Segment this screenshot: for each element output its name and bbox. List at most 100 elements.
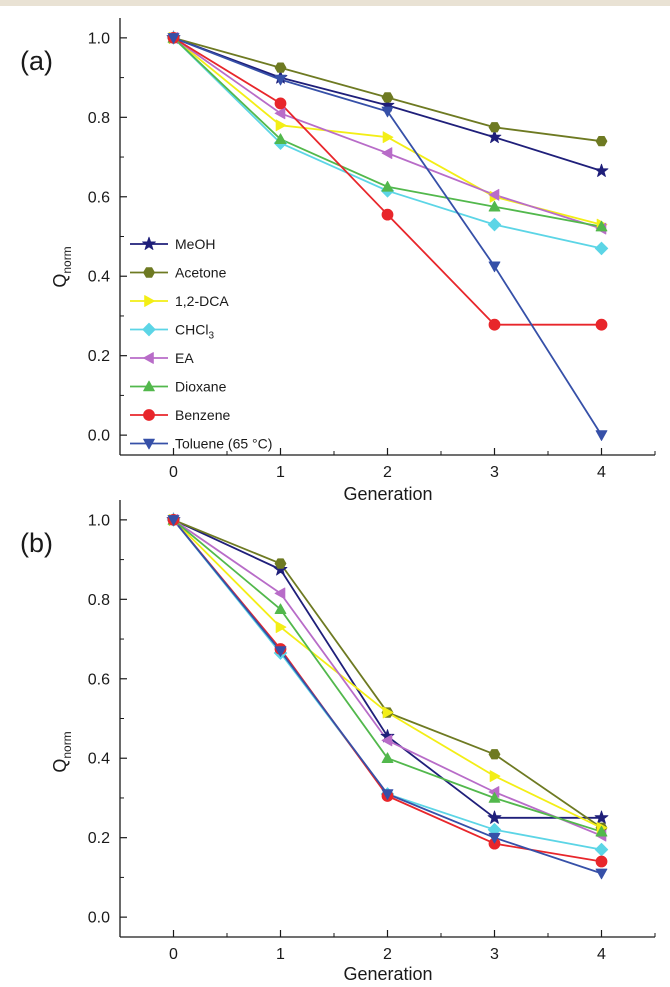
y-tick-label: 0.6	[88, 189, 110, 206]
legend-label-main: Benzene	[175, 407, 230, 423]
top-divider-bar	[0, 0, 670, 6]
series-line	[172, 519, 602, 833]
legend-label: Toluene (65 °C)	[175, 436, 272, 452]
data-point	[274, 646, 287, 657]
data-point	[488, 749, 501, 760]
series-line	[173, 519, 603, 829]
legend-label-sub: 3	[208, 331, 214, 342]
data-point	[595, 135, 608, 147]
series-layer	[166, 512, 609, 880]
legend-marker	[143, 352, 154, 364]
data-point	[595, 855, 608, 868]
data-point	[381, 752, 394, 763]
legend-marker	[143, 409, 155, 421]
data-point	[167, 33, 180, 44]
series-line	[172, 519, 602, 829]
y-tick-label: 0.8	[88, 110, 110, 127]
data-point	[274, 74, 287, 86]
data-point	[381, 180, 394, 192]
y-axis-label: Qnorm	[50, 246, 74, 287]
legend-label-main: Toluene (65 °C)	[175, 436, 272, 452]
x-tick-label: 0	[169, 946, 178, 963]
panel-a: (a) 0.0 0.2 0.4 0.6 0.8 1.0 0 1 2 3 4 Generation Q…	[20, 18, 656, 504]
x-axis-label: Generation	[343, 484, 432, 504]
data-point	[381, 147, 393, 160]
x-tick-label: 2	[383, 464, 392, 481]
ticks: 0.0 0.2 0.4 0.6 0.8 1.0 0 1 2 3 4	[88, 30, 656, 481]
data-point	[382, 706, 394, 719]
y-tick-label: 0.0	[88, 428, 110, 445]
data-point	[274, 107, 286, 120]
x-tick-label: 1	[276, 946, 285, 963]
legend-label: Benzene	[175, 407, 230, 423]
axes-frame	[119, 500, 655, 938]
data-point	[488, 122, 501, 133]
legend-label: EA	[175, 350, 194, 366]
data-point	[595, 318, 608, 331]
data-point	[595, 825, 608, 837]
y-tick-label: 0.2	[88, 830, 110, 847]
data-point	[594, 842, 609, 857]
y-tick-label: 0.6	[88, 671, 110, 688]
data-point	[274, 558, 287, 569]
data-point	[274, 603, 287, 614]
series-layer	[166, 30, 609, 442]
data-point	[488, 832, 501, 844]
data-point	[488, 261, 501, 273]
legend-marker	[143, 267, 155, 278]
legend-label-main: Acetone	[175, 265, 227, 281]
legend-label-main: CHCl	[175, 322, 208, 338]
y-tick-label: 0.4	[88, 751, 110, 768]
data-point	[167, 515, 180, 526]
y-tick-label: 0.8	[88, 592, 110, 609]
data-point	[381, 208, 394, 221]
data-point	[273, 562, 288, 576]
data-point	[274, 97, 287, 110]
data-point	[275, 621, 287, 633]
legend-label: Acetone	[175, 265, 227, 281]
y-tick-label: 1.0	[88, 30, 110, 47]
panel-label: (a)	[20, 46, 53, 76]
data-point	[382, 131, 394, 144]
x-axis-label: Generation	[343, 964, 432, 984]
legend-marker	[142, 322, 156, 337]
x-tick-label: 3	[490, 464, 499, 481]
data-point	[487, 129, 502, 144]
x-tick-label: 0	[169, 464, 178, 481]
data-point	[488, 318, 501, 331]
legend-label: 1,2-DCA	[175, 293, 229, 309]
legend-marker	[144, 295, 155, 307]
x-tick-label: 3	[490, 946, 499, 963]
data-point	[594, 163, 609, 177]
data-point	[489, 770, 501, 782]
data-point	[487, 217, 502, 232]
y-tick-label: 0.0	[88, 910, 110, 927]
legend-label: CHCl3	[175, 322, 214, 342]
data-point	[488, 188, 500, 201]
data-point	[274, 62, 287, 73]
legend: MeOH Acetone 1,2-DCA CHCl3 EA Dioxane Benzene T…	[130, 236, 272, 452]
data-point	[595, 430, 608, 442]
y-axis-label-main: Q	[50, 274, 70, 288]
data-point	[488, 200, 501, 212]
legend-label-main: Dioxane	[175, 379, 227, 395]
x-tick-label: 4	[597, 464, 606, 481]
data-point	[594, 241, 609, 256]
y-axis-label-sub: norm	[60, 246, 74, 273]
y-axis-label-main: Q	[50, 759, 70, 773]
data-point	[274, 133, 287, 145]
legend-marker	[142, 236, 156, 251]
legend-label-main: EA	[175, 350, 194, 366]
data-point	[275, 119, 287, 132]
x-tick-label: 1	[276, 464, 285, 481]
x-tick-label: 4	[597, 946, 606, 963]
data-point	[274, 587, 286, 600]
y-axis-label-sub: norm	[60, 731, 74, 758]
y-tick-label: 1.0	[88, 512, 110, 529]
legend-label-main: 1,2-DCA	[175, 293, 229, 309]
legend-label: MeOH	[175, 236, 215, 252]
data-point	[381, 789, 394, 800]
data-point	[595, 868, 608, 880]
y-axis-label: Qnorm	[50, 731, 74, 772]
